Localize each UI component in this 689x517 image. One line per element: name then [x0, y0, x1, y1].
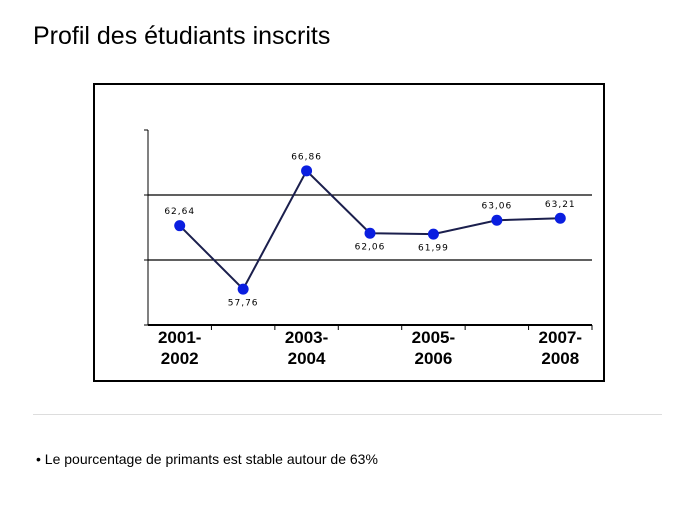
- page-title: Profil des étudiants inscrits: [33, 22, 331, 50]
- data-label: 66,86: [291, 152, 322, 162]
- separator: [33, 414, 662, 415]
- data-point: [174, 220, 186, 232]
- data-label: 57,76: [228, 299, 259, 309]
- data-point: [301, 165, 313, 177]
- data-point: [427, 228, 439, 240]
- x-tick-label: 2005-2006: [411, 328, 456, 368]
- x-tick-label: 2007-2008: [538, 328, 583, 368]
- note-text: Le pourcentage de primants est stable au…: [44, 451, 378, 467]
- data-label: 61,99: [418, 244, 449, 254]
- data-point: [554, 212, 566, 224]
- data-point: [491, 214, 503, 226]
- chart-frame: [93, 83, 605, 382]
- data-point: [364, 227, 376, 239]
- x-tick-label: 2003-2004: [284, 328, 329, 368]
- bullet-note: • Le pourcentage de primants est stable …: [36, 451, 378, 467]
- data-label: 63,06: [481, 202, 512, 212]
- data-label: 63,21: [545, 200, 576, 210]
- data-point: [237, 283, 249, 295]
- x-tick-label: 2001-2002: [157, 328, 202, 368]
- data-label: 62,64: [164, 207, 195, 217]
- data-label: 62,06: [355, 243, 386, 253]
